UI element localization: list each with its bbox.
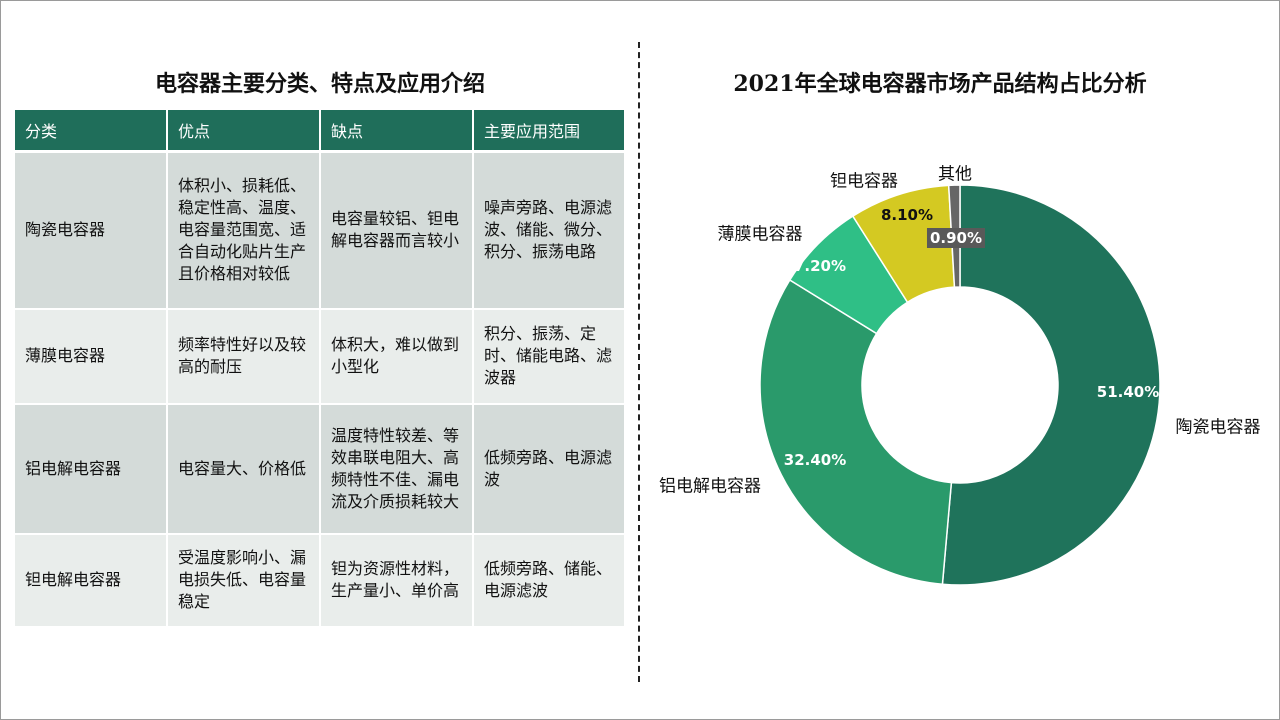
data-label-tantalum: 8.10% xyxy=(880,206,934,224)
category-label-film: 薄膜电容器 xyxy=(717,224,803,245)
table-row: 陶瓷电容器 体积小、损耗低、稳定性高、温度、电容量范围宽、适合自动化贴片生产且价… xyxy=(15,151,626,310)
dashed-divider xyxy=(638,42,640,682)
cell: 电容量大、价格低 xyxy=(167,403,321,535)
chart-title: 2021年全球电容器市场产品结构占比分析 xyxy=(733,71,1147,97)
data-label-ceramic: 51.40% xyxy=(1096,383,1160,401)
cell: 体积大，难以做到小型化 xyxy=(320,308,474,405)
data-label-other: 0.90% xyxy=(926,228,986,248)
cell: 体积小、损耗低、稳定性高、温度、电容量范围宽、适合自动化贴片生产且价格相对较低 xyxy=(167,151,321,310)
table-row: 薄膜电容器 频率特性好以及较高的耐压 体积大，难以做到小型化 积分、振荡、定时、… xyxy=(15,308,626,405)
cell: 薄膜电容器 xyxy=(15,308,168,405)
cell: 电容量较铝、钽电解电容器而言较小 xyxy=(320,151,474,310)
cell: 铝电解电容器 xyxy=(15,403,168,535)
table-row: 铝电解电容器 电容量大、价格低 温度特性较差、等效串联电阻大、高频特性不佳、漏电… xyxy=(15,403,626,535)
header-cell: 优点 xyxy=(167,110,321,153)
cell: 低频旁路、储能、电源滤波 xyxy=(473,533,626,628)
category-label-ceramic: 陶瓷电容器 xyxy=(1175,417,1261,438)
category-label-other: 其他 xyxy=(938,164,972,185)
cell: 受温度影响小、漏电损失低、电容量稳定 xyxy=(167,533,321,628)
cell: 温度特性较差、等效串联电阻大、高频特性不佳、漏电流及介质损耗较大 xyxy=(320,403,474,535)
cell: 低频旁路、电源滤波 xyxy=(473,403,626,535)
category-label-aluminum: 铝电解电容器 xyxy=(659,476,761,497)
header-cell: 缺点 xyxy=(320,110,474,153)
header-cell: 分类 xyxy=(15,110,168,153)
cell: 频率特性好以及较高的耐压 xyxy=(167,308,321,405)
slice-ceramic xyxy=(941,184,1161,586)
capacitor-table: 分类 优点 缺点 主要应用范围 陶瓷电容器 体积小、损耗低、稳定性高、温度、电容… xyxy=(15,110,626,628)
slice-aluminum xyxy=(759,278,953,586)
table-title: 电容器主要分类、特点及应用介绍 xyxy=(154,71,485,97)
cell: 钽电解电容器 xyxy=(15,533,168,628)
cell: 噪声旁路、电源滤波、储能、微分、积分、振荡电路 xyxy=(473,151,626,310)
category-label-tantalum: 钽电容器 xyxy=(830,171,898,192)
cell: 积分、振荡、定时、储能电路、滤波器 xyxy=(473,308,626,405)
cell: 陶瓷电容器 xyxy=(15,151,168,310)
data-label-film: 7.20% xyxy=(793,257,847,275)
data-label-aluminum: 32.40% xyxy=(783,451,847,469)
table-row: 钽电解电容器 受温度影响小、漏电损失低、电容量稳定 钽为资源性材料，生产量小、单… xyxy=(15,533,626,628)
header-cell: 主要应用范围 xyxy=(473,110,626,153)
cell: 钽为资源性材料，生产量小、单价高 xyxy=(320,533,474,628)
table-header-row: 分类 优点 缺点 主要应用范围 xyxy=(15,110,626,153)
